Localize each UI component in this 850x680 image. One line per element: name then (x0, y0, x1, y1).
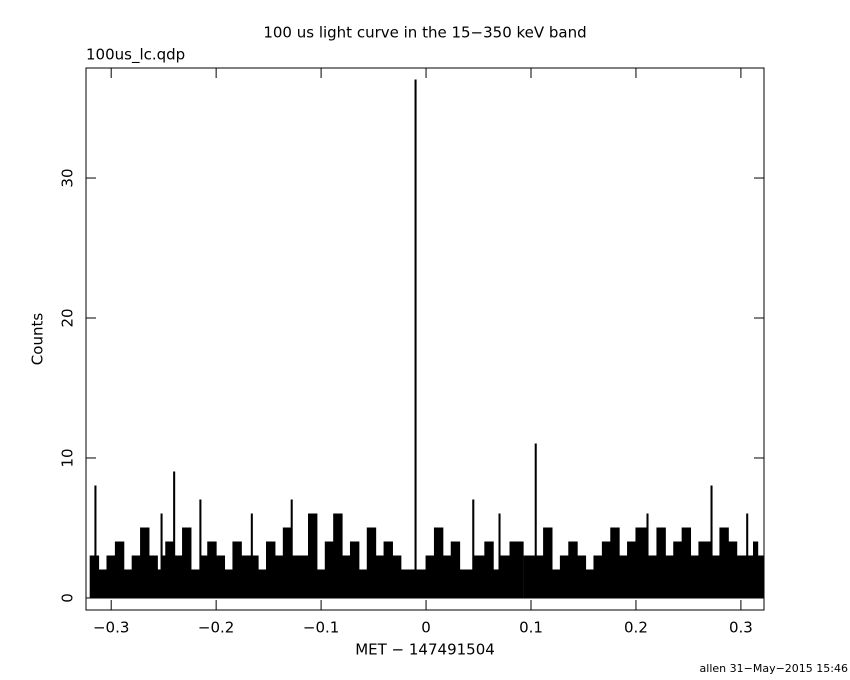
y-tick-label: 30 (59, 168, 77, 187)
x-tick-label: 0.1 (519, 619, 543, 637)
chart-title: 100 us light curve in the 15−350 keV ban… (263, 24, 586, 42)
y-axis-label: Counts (29, 313, 47, 366)
light-curve (89, 79, 765, 599)
plot-frame (85, 67, 765, 611)
x-tick-label: −0.1 (303, 619, 339, 637)
x-tick-label: −0.2 (198, 619, 234, 637)
y-tick-label: 10 (59, 448, 77, 467)
x-axis-label: MET − 147491504 (355, 641, 495, 659)
footer: allen 31−May−2015 15:46 (700, 662, 848, 675)
chart-subtitle: 100us_lc.qdp (86, 46, 185, 65)
x-tick-label: 0.3 (729, 619, 753, 637)
x-tick-label: 0 (421, 619, 431, 637)
x-tick-label: −0.3 (93, 619, 129, 637)
y-tick-label: 20 (59, 308, 77, 327)
x-tick-label: 0.2 (624, 619, 648, 637)
y-tick-label: 0 (59, 593, 77, 603)
